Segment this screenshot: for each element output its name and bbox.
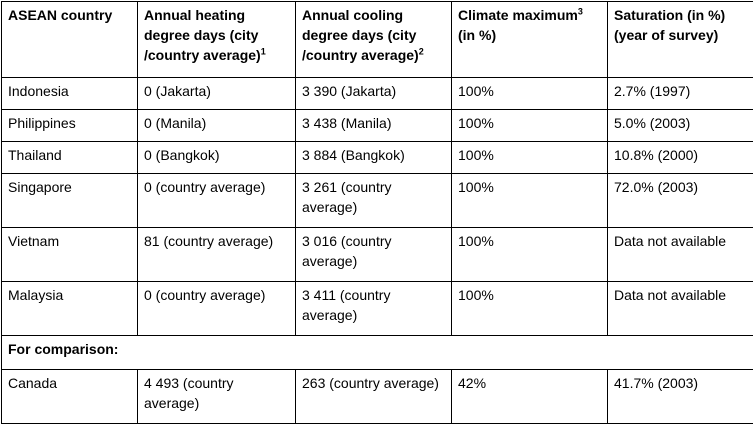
cell-country: Singapore — [2, 174, 138, 228]
cell-climate-max: 100% — [452, 142, 608, 174]
cell-saturation: 2.7% (1997) — [608, 78, 753, 110]
header-saturation: Saturation (in %) (year of survey) — [608, 2, 753, 78]
header-heating-degree-days: Annual heating degree days (city /countr… — [138, 2, 296, 78]
comparison-section-label: For comparison: — [2, 336, 753, 370]
table-row: Singapore 0 (country average) 3 261 (cou… — [2, 174, 753, 228]
table-row: Vietnam 81 (country average) 3 016 (coun… — [2, 228, 753, 282]
cell-climate-max: 100% — [452, 282, 608, 336]
cell-heating: 4 493 (country average) — [138, 370, 296, 424]
header-cooling-degree-days: Annual cooling degree days (city /countr… — [296, 2, 452, 78]
table-row: Thailand 0 (Bangkok) 3 884 (Bangkok) 100… — [2, 142, 753, 174]
header-country: ASEAN country — [2, 2, 138, 78]
cell-heating: 81 (country average) — [138, 228, 296, 282]
table-row: Philippines 0 (Manila) 3 438 (Manila) 10… — [2, 110, 753, 142]
header-climate-maximum: Climate maximum3 (in %) — [452, 2, 608, 78]
cell-cooling: 3 411 (country average) — [296, 282, 452, 336]
cell-cooling: 3 884 (Bangkok) — [296, 142, 452, 174]
cell-country: Canada — [2, 370, 138, 424]
cell-climate-max: 100% — [452, 110, 608, 142]
table-header-row: ASEAN country Annual heating degree days… — [2, 2, 753, 78]
cell-country: Philippines — [2, 110, 138, 142]
cell-cooling: 263 (country average) — [296, 370, 452, 424]
cell-saturation: 5.0% (2003) — [608, 110, 753, 142]
cell-heating: 0 (country average) — [138, 174, 296, 228]
cell-cooling: 3 261 (country average) — [296, 174, 452, 228]
table-row: Malaysia 0 (country average) 3 411 (coun… — [2, 282, 753, 336]
comparison-section-row: For comparison: — [2, 336, 753, 370]
cell-heating: 0 (Bangkok) — [138, 142, 296, 174]
cell-heating: 0 (Jakarta) — [138, 78, 296, 110]
cell-saturation: 72.0% (2003) — [608, 174, 753, 228]
cell-heating: 0 (country average) — [138, 282, 296, 336]
cell-country: Thailand — [2, 142, 138, 174]
cell-country: Indonesia — [2, 78, 138, 110]
footnote-marker: 2 — [419, 46, 424, 56]
cell-climate-max: 100% — [452, 228, 608, 282]
cell-saturation: 10.8% (2000) — [608, 142, 753, 174]
table-row: Indonesia 0 (Jakarta) 3 390 (Jakarta) 10… — [2, 78, 753, 110]
cell-saturation: 41.7% (2003) — [608, 370, 753, 424]
footnote-marker: 1 — [261, 46, 266, 56]
cell-climate-max: 100% — [452, 78, 608, 110]
cell-heating: 0 (Manila) — [138, 110, 296, 142]
cell-country: Vietnam — [2, 228, 138, 282]
cell-saturation: Data not available — [608, 282, 753, 336]
cell-saturation: Data not available — [608, 228, 753, 282]
footnote-marker: 3 — [578, 6, 583, 16]
cell-climate-max: 42% — [452, 370, 608, 424]
cell-cooling: 3 016 (country average) — [296, 228, 452, 282]
cell-climate-max: 100% — [452, 174, 608, 228]
cell-cooling: 3 438 (Manila) — [296, 110, 452, 142]
cell-country: Malaysia — [2, 282, 138, 336]
table-row: Canada 4 493 (country average) 263 (coun… — [2, 370, 753, 424]
cell-cooling: 3 390 (Jakarta) — [296, 78, 452, 110]
